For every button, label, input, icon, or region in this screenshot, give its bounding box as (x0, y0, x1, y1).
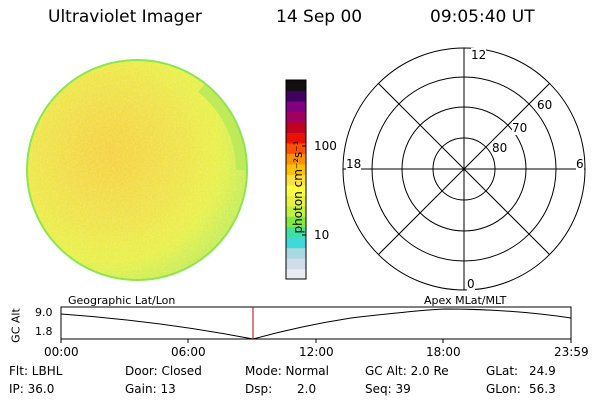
gain-info: Gain: 13 (125, 382, 176, 396)
colorbar-swatch (286, 258, 306, 270)
colorbar-swatch (286, 195, 306, 207)
colorbar-swatch (286, 121, 306, 133)
earth-texture (27, 60, 247, 280)
polar-label-80: 80 (492, 141, 508, 155)
altitude-plot-frame (60, 306, 572, 340)
time-label: 09:05:40 UT (430, 7, 535, 27)
colorbar-swatch (286, 132, 306, 144)
mode-info: Mode: Normal (245, 364, 329, 378)
colorbar-swatch (286, 174, 306, 186)
date-label: 14 Sep 00 (276, 7, 363, 27)
colorbar-swatch (286, 80, 306, 92)
colorbar-swatch (286, 90, 306, 102)
colorbar-frame (285, 79, 307, 280)
earth-limb (26, 59, 248, 281)
colorbar-swatch (286, 153, 306, 165)
door-info: Door: Closed (125, 364, 202, 378)
colorbar-swatch (286, 142, 306, 154)
altitude-xtick-2359: 23:59 (554, 345, 589, 359)
colorbar-swatch (286, 247, 306, 259)
colorbar-tick-10: 10 (314, 228, 330, 242)
colorbar-swatch (286, 184, 306, 196)
altitude-xtick-1800: 18:00 (426, 345, 461, 359)
colorbar-swatch (286, 163, 306, 175)
polar-label-0: 0 (467, 277, 475, 291)
colorbar-tick-100: 100 (314, 139, 337, 153)
glon-label: GLon: (486, 382, 521, 396)
colorbar-swatch (286, 205, 306, 217)
glat-label: GLat: (486, 364, 519, 378)
dsp-label: Dsp: (245, 382, 273, 396)
glon-value: 56.3 (529, 382, 556, 396)
altitude-ytick-bottom: 1.8 (35, 325, 53, 338)
altitude-xtick-0000: 00:00 (44, 345, 79, 359)
colorbar-swatch (286, 100, 306, 113)
earth-dayside-glow (198, 84, 247, 170)
geographic-caption: Geographic Lat/Lon (68, 294, 176, 307)
altitude-xtick-0600: 06:00 (171, 345, 206, 359)
filter-info: Flt: LBHL (9, 364, 63, 378)
polar-label-18: 18 (346, 157, 362, 171)
altitude-xtick-1200: 12:00 (299, 345, 334, 359)
colorbar-swatch (286, 268, 306, 280)
colorbar-swatch (286, 111, 306, 123)
info-row-1: Flt: LBHL Door: Closed Mode: Normal GC A… (0, 364, 600, 380)
ip-info: IP: 36.0 (9, 382, 55, 396)
colorbar-swatch (286, 216, 306, 228)
colorbar-swatch (286, 237, 306, 249)
altitude-ytick-top: 9.0 (35, 306, 53, 319)
dsp-value: 2.0 (297, 382, 317, 396)
colorbar-swatch (286, 226, 306, 238)
seq-info: Seq: 39 (365, 382, 411, 396)
apex-caption: Apex MLat/MLT (424, 294, 507, 307)
polar-label-6: 6 (576, 157, 584, 171)
glat-value: 24.9 (529, 364, 556, 378)
polar-label-60: 60 (537, 98, 553, 112)
polar-label-70: 70 (512, 121, 528, 135)
info-row-2: IP: 36.0 Gain: 13 Dsp: 2.0 Seq: 39 GLon:… (0, 382, 600, 398)
app-title: Ultraviolet Imager (48, 7, 202, 27)
gc-alt-info: GC Alt: 2.0 Re (365, 364, 449, 378)
polar-label-12: 12 (471, 48, 487, 62)
altitude-curve (60, 308, 572, 340)
polar-diagonal-2 (378, 83, 550, 255)
